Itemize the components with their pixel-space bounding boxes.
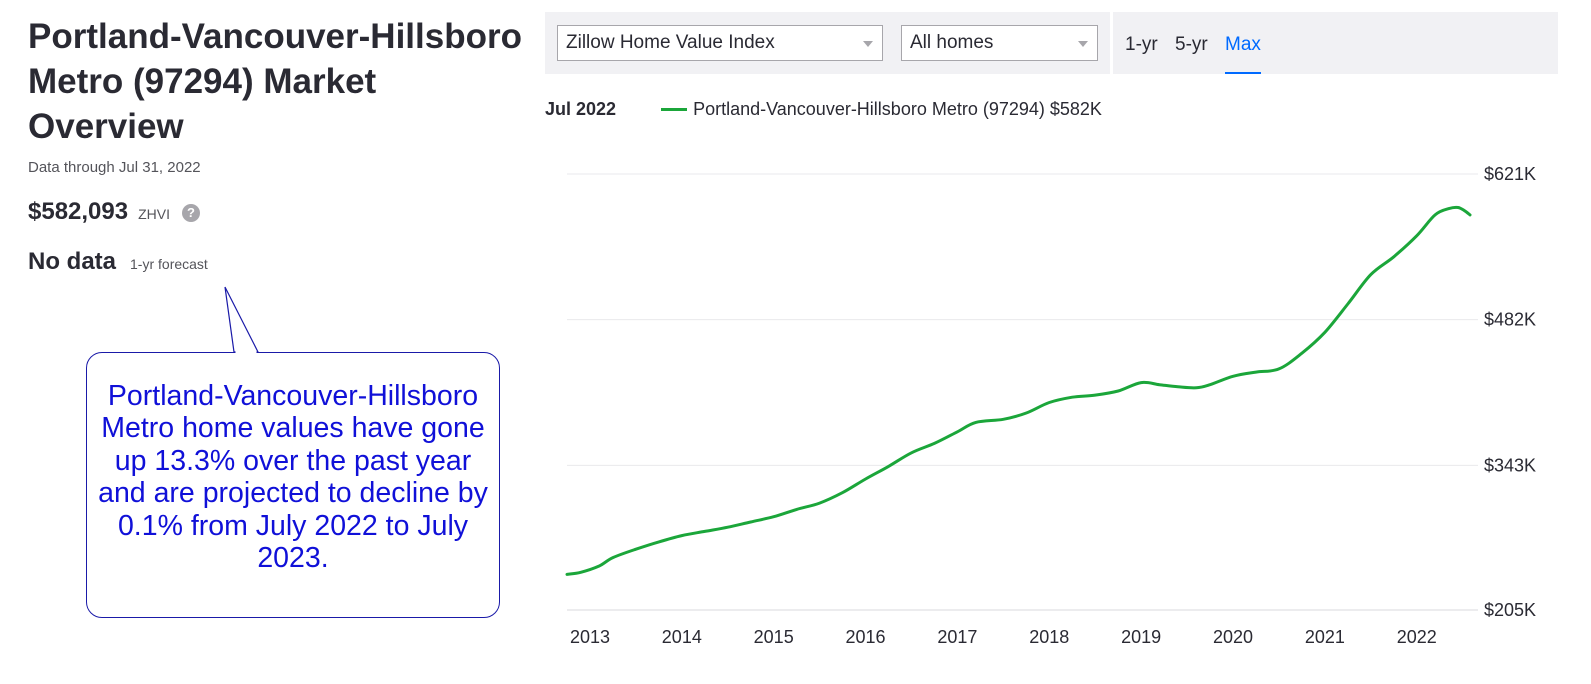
tab-max[interactable]: Max bbox=[1225, 12, 1261, 74]
x-tick-label: 2019 bbox=[1121, 627, 1161, 647]
x-axis-ticks: 2013 2014 2015 2016 2017 2018 2019 2020 2021 2022 bbox=[570, 627, 1437, 647]
chart-legend: Jul 2022 Portland-Vancouver-Hillsboro Me… bbox=[545, 96, 1102, 122]
y-axis-ticks: $621K $482K $343K $205K bbox=[1484, 164, 1536, 620]
chart-toolbar: Zillow Home Value Index All homes 1-yr 5… bbox=[545, 12, 1558, 74]
chevron-down-icon bbox=[1078, 41, 1088, 47]
x-tick-label: 2018 bbox=[1029, 627, 1069, 647]
series-line bbox=[565, 205, 1472, 576]
chart-series bbox=[565, 205, 1472, 576]
x-tick-label: 2017 bbox=[937, 627, 977, 647]
zhvi-value: $582,093 bbox=[28, 198, 129, 225]
overview-panel: Portland-Vancouver-Hillsboro Metro (9729… bbox=[28, 14, 528, 276]
callout-text: Portland-Vancouver-Hillsboro Metro home … bbox=[98, 379, 488, 575]
x-tick-label: 2016 bbox=[846, 627, 886, 647]
x-tick-label: 2015 bbox=[754, 627, 794, 647]
y-tick-label: $205K bbox=[1484, 600, 1536, 620]
x-tick-label: 2021 bbox=[1305, 627, 1345, 647]
x-tick-label: 2020 bbox=[1213, 627, 1253, 647]
x-tick-label: 2013 bbox=[570, 627, 610, 647]
forecast-row: No data 1-yr forecast bbox=[28, 248, 528, 276]
annotation-callout: Portland-Vancouver-Hillsboro Metro home … bbox=[86, 352, 500, 618]
tab-1-yr[interactable]: 1-yr bbox=[1125, 34, 1158, 55]
range-tabs: 1-yr 5-yr Max bbox=[1110, 12, 1558, 74]
x-tick-label: 2022 bbox=[1397, 627, 1437, 647]
tab-5-yr[interactable]: 5-yr bbox=[1175, 34, 1208, 55]
x-tick-label: 2014 bbox=[662, 627, 702, 647]
y-tick-label: $621K bbox=[1484, 164, 1536, 184]
metric-select-value: Zillow Home Value Index bbox=[566, 32, 775, 53]
zhvi-row: $582,093 ZHVI ? bbox=[28, 198, 528, 226]
chevron-down-icon bbox=[863, 41, 873, 47]
question-circle-icon[interactable]: ? bbox=[182, 204, 200, 222]
metric-select[interactable]: Zillow Home Value Index bbox=[557, 25, 883, 61]
y-tick-label: $482K bbox=[1484, 310, 1536, 330]
legend-series-label: Portland-Vancouver-Hillsboro Metro (9729… bbox=[693, 98, 1102, 119]
home-type-select[interactable]: All homes bbox=[901, 25, 1098, 61]
forecast-label: 1-yr forecast bbox=[130, 256, 208, 272]
page-title: Portland-Vancouver-Hillsboro Metro (9729… bbox=[28, 17, 522, 146]
home-type-select-value: All homes bbox=[910, 32, 994, 53]
zhvi-label: ZHVI bbox=[138, 206, 170, 222]
legend-date: Jul 2022 bbox=[545, 98, 617, 119]
legend-swatch bbox=[661, 107, 688, 111]
data-through-date: Data through Jul 31, 2022 bbox=[28, 159, 201, 176]
y-tick-label: $343K bbox=[1484, 455, 1536, 475]
chart-gridlines bbox=[567, 173, 1478, 611]
forecast-value: No data bbox=[28, 248, 117, 275]
